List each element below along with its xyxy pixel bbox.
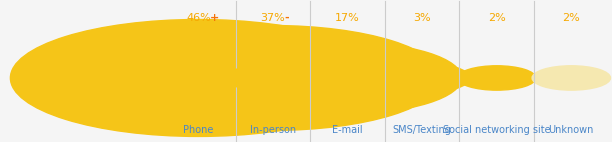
Text: 2%: 2% bbox=[488, 12, 506, 23]
Text: Unknown: Unknown bbox=[548, 125, 594, 135]
Text: -: - bbox=[284, 12, 289, 23]
Circle shape bbox=[233, 42, 462, 113]
Text: E-mail: E-mail bbox=[332, 125, 363, 135]
Text: 46%: 46% bbox=[186, 12, 211, 23]
Text: SMS/Texting: SMS/Texting bbox=[393, 125, 452, 135]
Circle shape bbox=[458, 66, 536, 90]
Text: 17%: 17% bbox=[335, 12, 360, 23]
Text: +: + bbox=[209, 12, 219, 23]
Text: 2%: 2% bbox=[562, 12, 580, 23]
Circle shape bbox=[105, 26, 441, 130]
Circle shape bbox=[532, 66, 611, 90]
Circle shape bbox=[374, 63, 470, 93]
Circle shape bbox=[10, 19, 386, 136]
Text: 3%: 3% bbox=[413, 12, 431, 23]
Text: In-person: In-person bbox=[250, 125, 296, 135]
Text: Social networking site: Social networking site bbox=[443, 125, 551, 135]
Text: Phone: Phone bbox=[183, 125, 214, 135]
Text: 37%: 37% bbox=[261, 12, 285, 23]
